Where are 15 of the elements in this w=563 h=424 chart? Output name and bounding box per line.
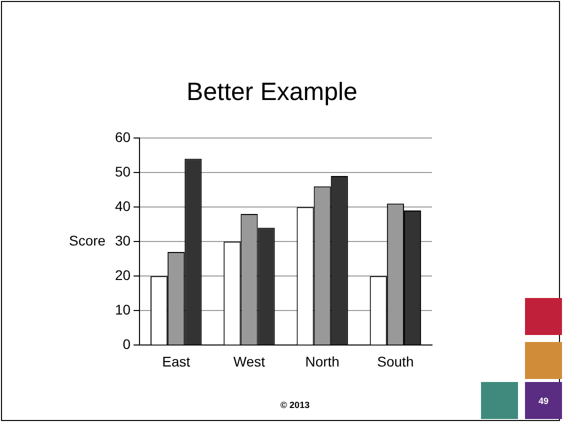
- text: 49: [525, 382, 562, 419]
- x-tick-label: West: [233, 353, 266, 370]
- y-tick-label: 20: [114, 266, 131, 283]
- y-tick-label: 10: [114, 302, 131, 318]
- y-axis-title: Score: [68, 232, 106, 248]
- y-tick-label: 50: [114, 163, 131, 180]
- y-tick-label: 30: [114, 232, 131, 248]
- y-tick-label: 0: [122, 336, 131, 352]
- x-tick-label: East: [162, 353, 190, 370]
- x-tick-label: South: [377, 353, 414, 370]
- y-tick-label: 40: [114, 198, 131, 214]
- chart-title: Better Example: [186, 78, 358, 106]
- text: © 2013: [279, 400, 311, 410]
- y-tick-label: 60: [114, 128, 131, 145]
- x-tick-label: North: [305, 353, 340, 370]
